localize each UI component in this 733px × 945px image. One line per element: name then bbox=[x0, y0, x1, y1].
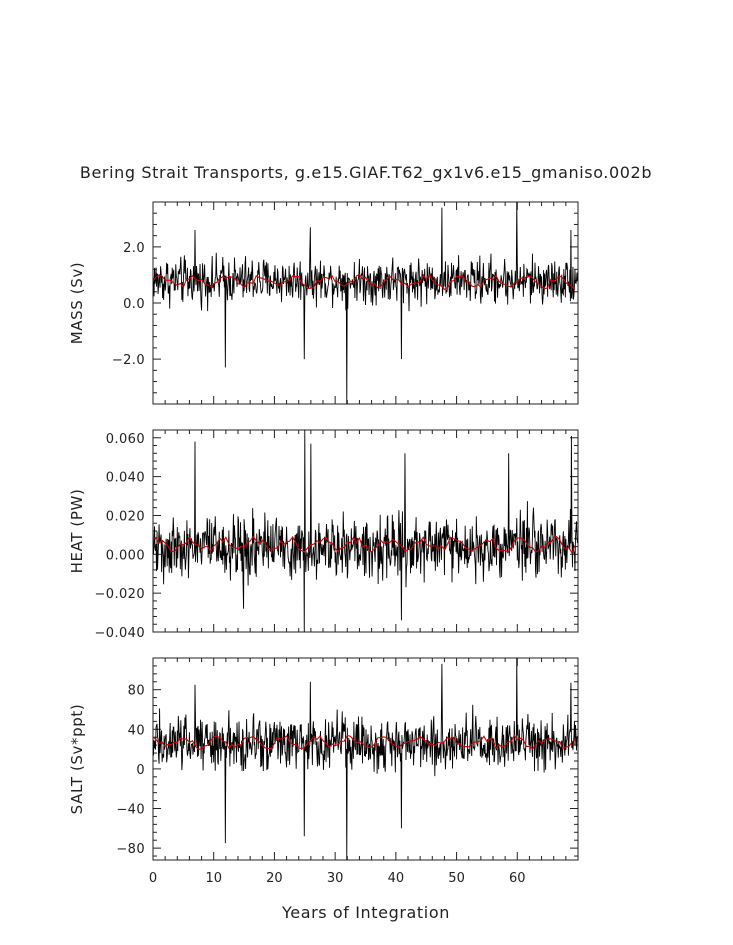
y-tick-label: 80 bbox=[128, 684, 145, 699]
y-tick-label: −0.020 bbox=[94, 587, 145, 602]
monthly-series-line bbox=[153, 202, 578, 404]
y-tick-label: −2.0 bbox=[112, 353, 145, 368]
annual-mean-series-line bbox=[153, 535, 576, 555]
y-axis-label-1: MASS (Sv) bbox=[68, 262, 86, 345]
x-tick-label: 10 bbox=[205, 871, 222, 886]
plot-frame-3 bbox=[152, 657, 579, 861]
y-tick-label: 0.020 bbox=[106, 509, 145, 524]
monthly-series-line bbox=[153, 658, 578, 860]
y-tick-label: 0.040 bbox=[106, 471, 145, 486]
panels: −2.0 0.0 2.0 MASS (Sv) −0.040 −0.020 0.000 0.02… bbox=[68, 201, 579, 886]
y-tick-label: −0.040 bbox=[94, 626, 145, 641]
y-tick-label: 2.0 bbox=[123, 241, 145, 256]
x-tick-label: 30 bbox=[327, 871, 344, 886]
x-tick-label: 60 bbox=[509, 871, 526, 886]
x-tick-label: 50 bbox=[448, 871, 465, 886]
x-tick-label: 20 bbox=[266, 871, 283, 886]
y-tick-label: −80 bbox=[116, 842, 145, 857]
y-tick-label: 0.000 bbox=[106, 548, 145, 563]
y-tick-label: 0.0 bbox=[123, 297, 145, 312]
y-tick-label: −40 bbox=[116, 803, 145, 818]
y-tick-label: 0.060 bbox=[106, 432, 145, 447]
y-axis-label-2: HEAT (PW) bbox=[68, 489, 86, 574]
annual-mean-series-line bbox=[153, 273, 576, 291]
y-tick-label: 0 bbox=[136, 763, 145, 778]
y-tick-label: 40 bbox=[128, 723, 145, 738]
x-tick-label: 40 bbox=[388, 871, 405, 886]
chart-title: Bering Strait Transports, g.e15.GIAF.T62… bbox=[80, 163, 652, 183]
y-axis-label-3: SALT (Sv*ppt) bbox=[68, 704, 86, 815]
monthly-series-line bbox=[153, 430, 578, 632]
x-tick-label: 0 bbox=[149, 871, 157, 886]
x-axis-label: Years of Integration bbox=[281, 903, 450, 922]
annual-mean-series-line bbox=[153, 734, 576, 751]
